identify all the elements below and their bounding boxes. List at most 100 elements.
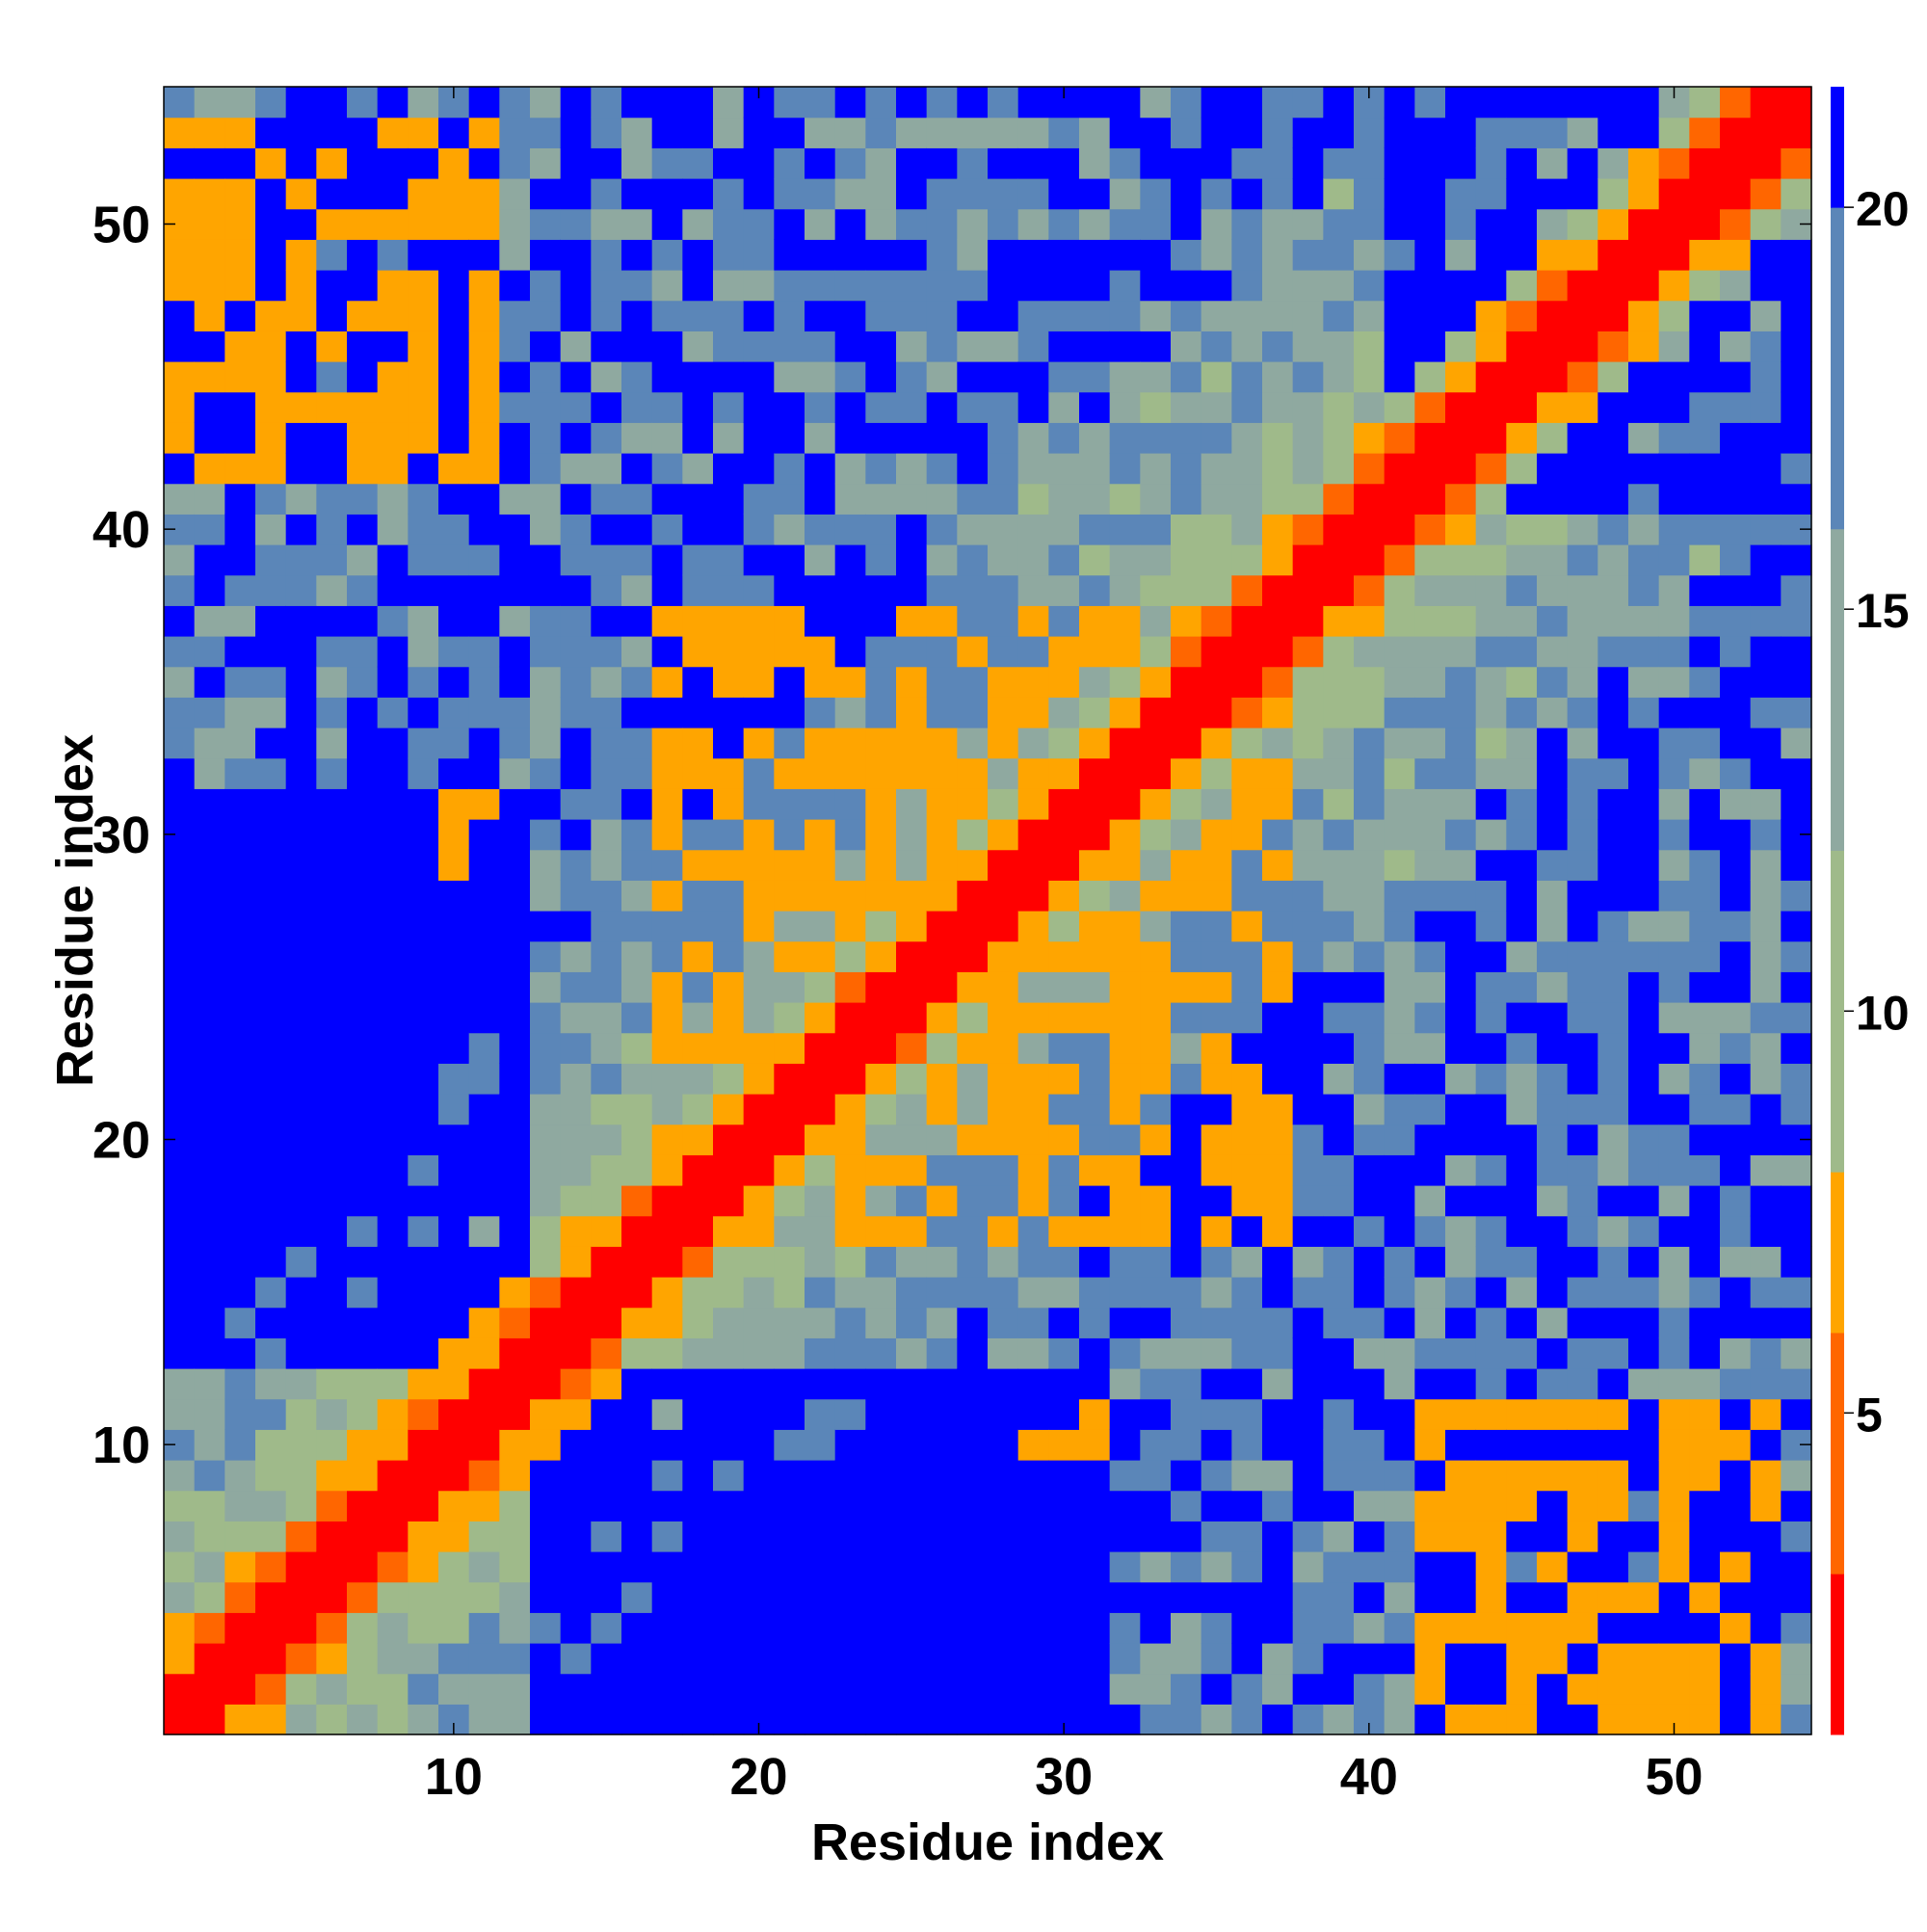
heatmap-cell xyxy=(164,728,196,759)
heatmap-cell xyxy=(316,728,348,759)
heatmap-cell xyxy=(1750,1643,1782,1675)
heatmap-cell xyxy=(805,1581,836,1613)
heatmap-cell xyxy=(1414,728,1446,759)
heatmap-cell xyxy=(1231,1704,1263,1735)
heatmap-cell xyxy=(1445,1551,1477,1583)
heatmap-cell xyxy=(865,1124,897,1155)
heatmap-cell xyxy=(1354,1246,1386,1278)
heatmap-cell xyxy=(682,1673,714,1705)
heatmap-cell xyxy=(896,208,928,240)
heatmap-cell xyxy=(865,178,897,210)
heatmap-cell xyxy=(1506,788,1538,820)
heatmap-cell xyxy=(285,239,317,271)
heatmap-cell xyxy=(1475,1521,1507,1552)
heatmap-cell xyxy=(1658,239,1690,271)
heatmap-cell xyxy=(1689,971,1721,1003)
heatmap-cell xyxy=(1628,1063,1660,1095)
heatmap-cell xyxy=(1323,757,1355,789)
heatmap-cell xyxy=(1750,728,1782,759)
heatmap-cell xyxy=(530,300,562,331)
heatmap-cell xyxy=(499,819,531,851)
heatmap-cell xyxy=(1323,819,1355,851)
heatmap-cell xyxy=(1720,117,1752,148)
heatmap-cell xyxy=(408,514,439,545)
heatmap-cell xyxy=(530,147,562,179)
heatmap-cell xyxy=(896,605,928,637)
heatmap-cell xyxy=(530,757,562,789)
heatmap-cell xyxy=(1445,1002,1477,1034)
heatmap-cell xyxy=(1201,1643,1232,1675)
heatmap-cell xyxy=(194,544,225,576)
heatmap-cell xyxy=(713,1704,745,1735)
heatmap-cell xyxy=(1262,666,1294,698)
heatmap-cell xyxy=(957,666,989,698)
heatmap-cell xyxy=(1475,788,1507,820)
heatmap-cell xyxy=(1323,728,1355,759)
heatmap-cell xyxy=(926,697,958,728)
heatmap-cell xyxy=(1323,331,1355,362)
heatmap-cell xyxy=(1658,1063,1690,1095)
heatmap-cell xyxy=(530,391,562,423)
heatmap-cell xyxy=(805,544,836,576)
heatmap-cell xyxy=(1231,1032,1263,1064)
heatmap-cell xyxy=(255,605,287,637)
heatmap-cell xyxy=(1354,270,1386,302)
heatmap-cell xyxy=(347,1277,379,1309)
heatmap-cell xyxy=(347,666,379,698)
heatmap-cell xyxy=(1537,1185,1569,1217)
heatmap-cell xyxy=(1109,1490,1141,1522)
heatmap-cell xyxy=(1720,666,1752,698)
heatmap-cell xyxy=(255,270,287,302)
heatmap-cell xyxy=(285,453,317,485)
heatmap-cell xyxy=(1354,757,1386,789)
heatmap-cell xyxy=(1323,147,1355,179)
heatmap-cell xyxy=(438,1429,470,1461)
heatmap-cell xyxy=(896,1246,928,1278)
heatmap-cell xyxy=(651,1490,683,1522)
heatmap-cell xyxy=(194,788,225,820)
heatmap-cell xyxy=(896,574,928,606)
heatmap-cell xyxy=(713,1398,745,1430)
heatmap-cell xyxy=(713,300,745,331)
heatmap-cell xyxy=(834,1307,866,1338)
heatmap-cell xyxy=(774,1612,805,1644)
heatmap-cell xyxy=(224,697,256,728)
heatmap-cell xyxy=(774,1002,805,1034)
heatmap-cell xyxy=(988,1704,1019,1735)
heatmap-cell xyxy=(1537,1673,1569,1705)
heatmap-cell xyxy=(164,880,196,912)
heatmap-cell xyxy=(1354,453,1386,485)
heatmap-cell xyxy=(1750,300,1782,331)
heatmap-cell xyxy=(347,788,379,820)
heatmap-cell xyxy=(1720,453,1752,485)
heatmap-cell xyxy=(1445,1215,1477,1247)
heatmap-cell xyxy=(1384,1612,1415,1644)
heatmap-cell xyxy=(926,1063,958,1095)
heatmap-cell xyxy=(255,1124,287,1155)
heatmap-cell xyxy=(591,911,622,942)
heatmap-cell xyxy=(1720,1643,1752,1675)
heatmap-cell xyxy=(1201,1429,1232,1461)
heatmap-cell xyxy=(1445,1429,1477,1461)
heatmap-cell xyxy=(1689,880,1721,912)
heatmap-cell xyxy=(682,208,714,240)
heatmap-cell xyxy=(194,1460,225,1492)
heatmap-cell xyxy=(713,666,745,698)
heatmap-cell xyxy=(621,1521,653,1552)
heatmap-cell xyxy=(285,666,317,698)
heatmap-cell xyxy=(1628,1581,1660,1613)
heatmap-cell xyxy=(957,391,989,423)
heatmap-cell xyxy=(1750,331,1782,362)
heatmap-cell xyxy=(1354,1643,1386,1675)
heatmap-cell xyxy=(1720,239,1752,271)
y-tick-label: 10 xyxy=(92,1416,150,1474)
heatmap-cell xyxy=(865,1246,897,1278)
heatmap-cell xyxy=(1506,1337,1538,1369)
heatmap-cell xyxy=(1017,391,1049,423)
heatmap-cell xyxy=(408,880,439,912)
heatmap-cell xyxy=(1597,911,1629,942)
heatmap-cell xyxy=(1171,1704,1202,1735)
heatmap-cell xyxy=(1506,1124,1538,1155)
heatmap-cell xyxy=(1720,880,1752,912)
heatmap-cell xyxy=(1720,1246,1752,1278)
